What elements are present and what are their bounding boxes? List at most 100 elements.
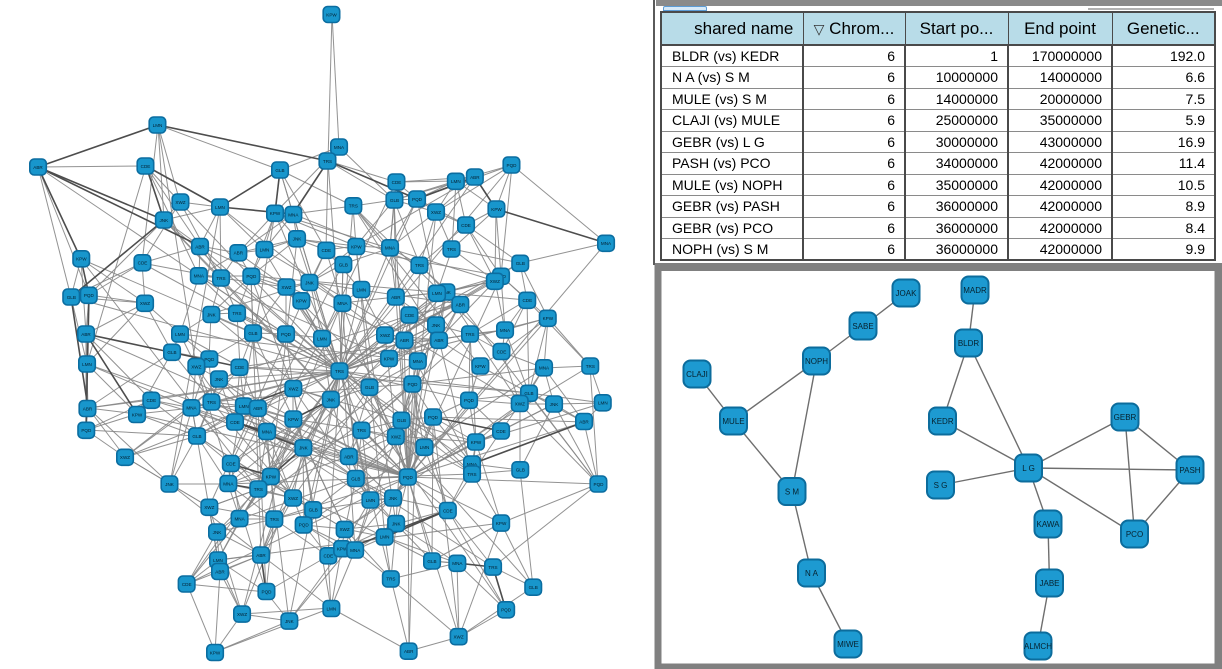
svg-text:JNK: JNK — [207, 312, 217, 317]
svg-text:MNA: MNA — [334, 145, 345, 150]
svg-text:CDE: CDE — [392, 180, 402, 185]
svg-text:ABR: ABR — [81, 332, 91, 337]
svg-text:LMN: LMN — [82, 362, 92, 367]
svg-text:LMN: LMN — [380, 535, 390, 540]
svg-text:NOPH: NOPH — [805, 357, 828, 366]
svg-text:ABR: ABR — [234, 251, 244, 256]
svg-text:ABR: ABR — [83, 406, 93, 411]
svg-text:LMN: LMN — [260, 247, 270, 252]
svg-text:CDE: CDE — [461, 223, 471, 228]
svg-text:XWZ: XWZ — [281, 285, 291, 290]
svg-text:JNK: JNK — [326, 397, 336, 402]
svg-text:MIWE: MIWE — [837, 640, 859, 649]
svg-text:TRS: TRS — [232, 311, 241, 316]
svg-text:S M: S M — [785, 488, 800, 497]
svg-text:GLB: GLB — [192, 434, 201, 439]
svg-text:JNK: JNK — [389, 496, 399, 501]
svg-text:ABR: ABR — [33, 165, 43, 170]
svg-text:TRS: TRS — [357, 428, 366, 433]
svg-text:XWZ: XWZ — [490, 279, 500, 284]
svg-text:LMN: LMN — [175, 332, 185, 337]
svg-text:PQD: PQD — [594, 482, 605, 487]
svg-text:ABR: ABR — [215, 569, 225, 574]
svg-text:MNA: MNA — [467, 462, 478, 467]
svg-text:CDE: CDE — [443, 508, 453, 513]
svg-text:PQD: PQD — [408, 382, 419, 387]
svg-text:CDE: CDE — [321, 248, 331, 253]
svg-text:ABR: ABR — [400, 338, 410, 343]
svg-text:MNA: MNA — [350, 548, 361, 553]
svg-text:GLB: GLB — [351, 476, 360, 481]
svg-text:JNK: JNK — [392, 521, 402, 526]
svg-text:TRS: TRS — [254, 487, 263, 492]
svg-text:XWZ: XWZ — [380, 333, 390, 338]
svg-text:PQD: PQD — [403, 475, 414, 480]
svg-text:JABE: JABE — [1039, 579, 1059, 588]
svg-text:TRS: TRS — [465, 332, 474, 337]
svg-text:XWZ: XWZ — [515, 401, 525, 406]
svg-text:LMN: LMN — [239, 404, 249, 409]
svg-text:PQD: PQD — [204, 357, 215, 362]
svg-text:ABR: ABR — [256, 553, 266, 558]
svg-text:CDE: CDE — [405, 313, 415, 318]
svg-text:GLB: GLB — [275, 168, 284, 173]
svg-text:XWZ: XWZ — [453, 635, 463, 640]
svg-text:ABR: ABR — [404, 649, 414, 654]
svg-text:CDE: CDE — [141, 164, 151, 169]
svg-text:L G: L G — [1022, 464, 1035, 473]
svg-text:LMN: LMN — [317, 336, 327, 341]
svg-text:TRS: TRS — [447, 247, 456, 252]
svg-text:KPW: KPW — [76, 257, 87, 262]
svg-text:MNA: MNA — [385, 246, 396, 251]
svg-text:XWZ: XWZ — [339, 527, 349, 532]
svg-text:GLB: GLB — [167, 350, 176, 355]
svg-text:LMN: LMN — [153, 123, 163, 128]
svg-text:TRS: TRS — [349, 204, 358, 209]
svg-text:GLB: GLB — [248, 331, 257, 336]
svg-text:MNA: MNA — [262, 429, 273, 434]
svg-text:PQD: PQD — [507, 163, 518, 168]
svg-text:XWZ: XWZ — [237, 612, 247, 617]
svg-text:MNA: MNA — [601, 241, 612, 246]
svg-text:GLB: GLB — [309, 508, 318, 513]
svg-text:ABR: ABR — [344, 454, 354, 459]
svg-text:JNK: JNK — [442, 290, 452, 295]
svg-text:MNA: MNA — [186, 406, 197, 411]
svg-text:MNA: MNA — [223, 481, 234, 486]
svg-text:GLB: GLB — [427, 559, 436, 564]
svg-text:PQD: PQD — [81, 428, 92, 433]
svg-text:GLB: GLB — [397, 418, 406, 423]
svg-text:CDE: CDE — [182, 582, 192, 587]
svg-text:PQD: PQD — [299, 523, 310, 528]
svg-text:LMN: LMN — [213, 558, 223, 563]
svg-text:PQD: PQD — [281, 332, 292, 337]
svg-text:XWZ: XWZ — [140, 301, 150, 306]
svg-text:KPW: KPW — [210, 650, 221, 655]
svg-text:BLDR: BLDR — [958, 339, 980, 348]
svg-text:PQD: PQD — [246, 274, 257, 279]
svg-text:PASH: PASH — [1179, 466, 1200, 475]
svg-text:CDE: CDE — [323, 554, 333, 559]
svg-text:ABR: ABR — [253, 406, 263, 411]
svg-text:ABR: ABR — [434, 338, 444, 343]
svg-text:JNK: JNK — [165, 482, 175, 487]
svg-text:JNK: JNK — [213, 530, 223, 535]
svg-text:KPW: KPW — [326, 12, 337, 17]
svg-text:MNA: MNA — [234, 516, 245, 521]
svg-text:MADR: MADR — [963, 286, 987, 295]
svg-text:TRS: TRS — [323, 159, 332, 164]
svg-text:MNA: MNA — [288, 212, 299, 217]
svg-text:KPW: KPW — [337, 547, 348, 552]
svg-text:XWZ: XWZ — [175, 200, 185, 205]
svg-text:KEDR: KEDR — [931, 417, 953, 426]
svg-text:GLB: GLB — [516, 261, 525, 266]
svg-text:MNA: MNA — [337, 301, 348, 306]
svg-text:GLB: GLB — [529, 585, 538, 590]
svg-text:KPW: KPW — [491, 207, 502, 212]
svg-text:SABE: SABE — [852, 322, 873, 331]
svg-text:CDE: CDE — [235, 365, 245, 370]
svg-text:GLB: GLB — [524, 391, 533, 396]
svg-text:KPW: KPW — [543, 316, 554, 321]
svg-text:CLAJI: CLAJI — [686, 370, 708, 379]
svg-text:KPW: KPW — [132, 412, 143, 417]
